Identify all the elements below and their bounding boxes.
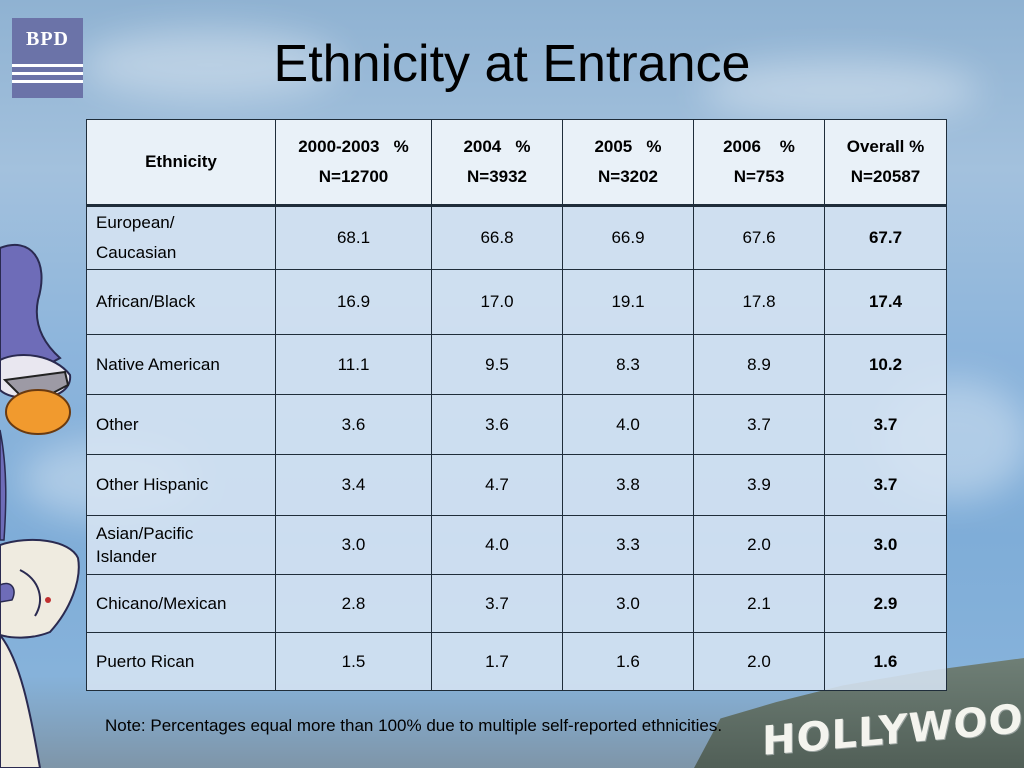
overall-cell: 3.7 xyxy=(824,394,947,455)
table-row: Asian/Pacific Islander 3.0 4.0 3.3 2.0 3… xyxy=(86,515,947,575)
column-header: 2005 % N=3202 xyxy=(562,119,694,207)
table-cell: 3.0 xyxy=(562,574,694,633)
table-cell: 3.4 xyxy=(275,454,432,516)
header-line1: 2004 % xyxy=(463,137,531,156)
row-label: Other xyxy=(86,394,276,455)
table-row: Puerto Rican 1.5 1.7 1.6 2.0 1.6 xyxy=(86,632,947,691)
table-cell: 8.3 xyxy=(562,334,694,395)
table-cell: 1.6 xyxy=(562,632,694,691)
background-cloud xyxy=(80,30,340,100)
row-label: African/Black xyxy=(86,269,276,335)
table-cell: 9.5 xyxy=(431,334,563,395)
table-cell: 3.7 xyxy=(693,394,825,455)
table-cell: 8.9 xyxy=(693,334,825,395)
table-cell: 3.7 xyxy=(431,574,563,633)
row-label: Other Hispanic xyxy=(86,454,276,516)
table-cell: 3.6 xyxy=(431,394,563,455)
cartoon-roadrunner-icon xyxy=(0,243,80,768)
overall-cell: 2.9 xyxy=(824,574,947,633)
column-header: 2006 % N=753 xyxy=(693,119,825,207)
table-cell: 3.3 xyxy=(562,515,694,575)
ethnicity-table: Ethnicity 2000-2003 % N=12700 2004 % N=393… xyxy=(86,119,947,691)
table-cell: 66.8 xyxy=(431,205,563,270)
table-cell: 2.1 xyxy=(693,574,825,633)
overall-cell: 17.4 xyxy=(824,269,947,335)
row-label-text: Asian/Pacific Islander xyxy=(96,524,194,566)
table-cell: 66.9 xyxy=(562,205,694,270)
header-line2: N=753 xyxy=(733,167,785,186)
table-cell: 17.0 xyxy=(431,269,563,335)
overall-cell: 3.0 xyxy=(824,515,947,575)
table-row: Native American 11.1 9.5 8.3 8.9 10.2 xyxy=(86,334,947,395)
logo-text: BPD xyxy=(26,28,69,50)
table-cell: 4.7 xyxy=(431,454,563,516)
table-cell: 1.5 xyxy=(275,632,432,691)
footnote: Note: Percentages equal more than 100% d… xyxy=(105,716,723,735)
table-cell: 3.0 xyxy=(275,515,432,575)
column-header: Ethnicity xyxy=(86,119,276,207)
table-cell: 19.1 xyxy=(562,269,694,335)
logo-stripe xyxy=(12,80,83,83)
column-header: Overall % N=20587 xyxy=(824,119,947,207)
header-line1: 2000-2003 % xyxy=(298,137,409,156)
table-cell: 2.0 xyxy=(693,632,825,691)
row-label: Chicano/Mexican xyxy=(86,574,276,633)
overall-cell: 1.6 xyxy=(824,632,947,691)
bpd-logo: BPD xyxy=(12,18,83,98)
table-cell: 16.9 xyxy=(275,269,432,335)
row-label: Asian/Pacific Islander xyxy=(86,515,276,575)
header-line1: 2005 % xyxy=(594,137,662,156)
table-cell: 17.8 xyxy=(693,269,825,335)
table-cell: 3.9 xyxy=(693,454,825,516)
row-label: Native American xyxy=(86,334,276,395)
background-cloud xyxy=(700,60,980,120)
overall-cell: 10.2 xyxy=(824,334,947,395)
header-line2: N=12700 xyxy=(318,167,389,186)
column-header: 2000-2003 % N=12700 xyxy=(275,119,432,207)
row-label: Puerto Rican xyxy=(86,632,276,691)
column-header: 2004 % N=3932 xyxy=(431,119,563,207)
logo-stripe xyxy=(12,64,83,67)
table-cell: 4.0 xyxy=(562,394,694,455)
table-header-row: Ethnicity 2000-2003 % N=12700 2004 % N=393… xyxy=(86,119,947,207)
table-cell: 11.1 xyxy=(275,334,432,395)
table-row: Chicano/Mexican 2.8 3.7 3.0 2.1 2.9 xyxy=(86,574,947,633)
row-label: European/ Caucasian xyxy=(86,205,276,270)
table-cell: 2.8 xyxy=(275,574,432,633)
table-cell: 3.6 xyxy=(275,394,432,455)
table-row: African/Black 16.9 17.0 19.1 17.8 17.4 xyxy=(86,269,947,335)
header-line1: 2006 % xyxy=(723,137,795,156)
header-line1: Overall % xyxy=(846,137,925,156)
row-label-text: European/ Caucasian xyxy=(96,213,177,262)
table-cell: 1.7 xyxy=(431,632,563,691)
table-cell: 68.1 xyxy=(275,205,432,270)
header-line1: Ethnicity xyxy=(145,152,217,171)
table-row: European/ Caucasian 68.1 66.8 66.9 67.6 … xyxy=(86,205,947,270)
header-line2: N=20587 xyxy=(850,167,921,186)
logo-stripe xyxy=(12,72,83,75)
overall-cell: 3.7 xyxy=(824,454,947,516)
table-cell: 3.8 xyxy=(562,454,694,516)
table-cell: 4.0 xyxy=(431,515,563,575)
slide-title: Ethnicity at Entrance xyxy=(273,35,751,93)
overall-cell: 67.7 xyxy=(824,205,947,270)
table-cell: 2.0 xyxy=(693,515,825,575)
table-row: Other Hispanic 3.4 4.7 3.8 3.9 3.7 xyxy=(86,454,947,516)
header-line2: N=3202 xyxy=(597,167,659,186)
header-line2: N=3932 xyxy=(466,167,528,186)
table-row: Other 3.6 3.6 4.0 3.7 3.7 xyxy=(86,394,947,455)
table-cell: 67.6 xyxy=(693,205,825,270)
